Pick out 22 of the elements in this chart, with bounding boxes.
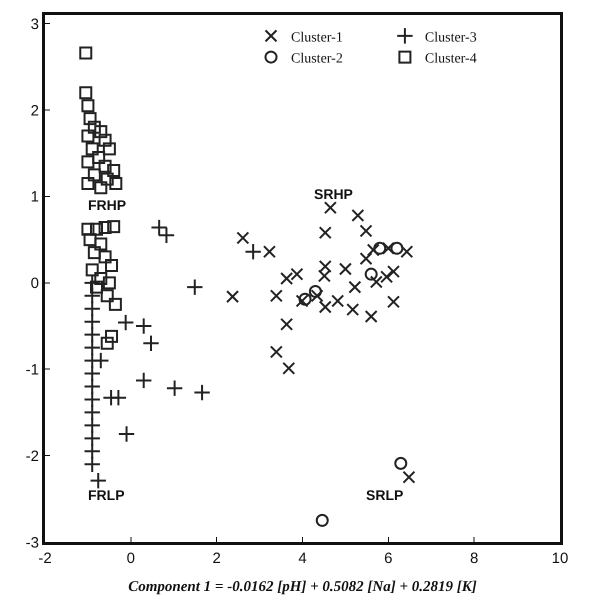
- legend-label: Cluster-2: [291, 52, 343, 67]
- y-tick-label: 1: [30, 188, 39, 206]
- legend-label: Cluster-4: [424, 52, 477, 67]
- annotation: SRLP: [366, 487, 404, 503]
- legend-label: Cluster-1: [291, 30, 343, 46]
- x-tick-label: 2: [212, 550, 221, 567]
- x-tick-label: 10: [552, 550, 568, 567]
- y-tick-label: -2: [26, 448, 39, 465]
- x-tick-label: 0: [126, 550, 135, 567]
- y-tick-label: 2: [30, 102, 39, 120]
- x-tick-label: 8: [470, 550, 478, 567]
- y-tick-label: 3: [30, 16, 39, 33]
- legend-label: Cluster-3: [424, 30, 477, 46]
- y-tick-label: -1: [26, 361, 39, 378]
- annotation: FRLP: [88, 487, 125, 503]
- y-tick-label: -3: [26, 534, 39, 552]
- y-tick-label: 0: [30, 275, 39, 292]
- x-tick-label: 4: [298, 550, 307, 567]
- x-axis-title: Component 1 = -0.0162 [pH] + 0.5082 [Na] + 0.2819 [K]: [128, 579, 477, 595]
- annotation: SRHP: [314, 186, 353, 202]
- x-tick-label: 6: [384, 550, 392, 567]
- annotation: FRHP: [88, 197, 126, 213]
